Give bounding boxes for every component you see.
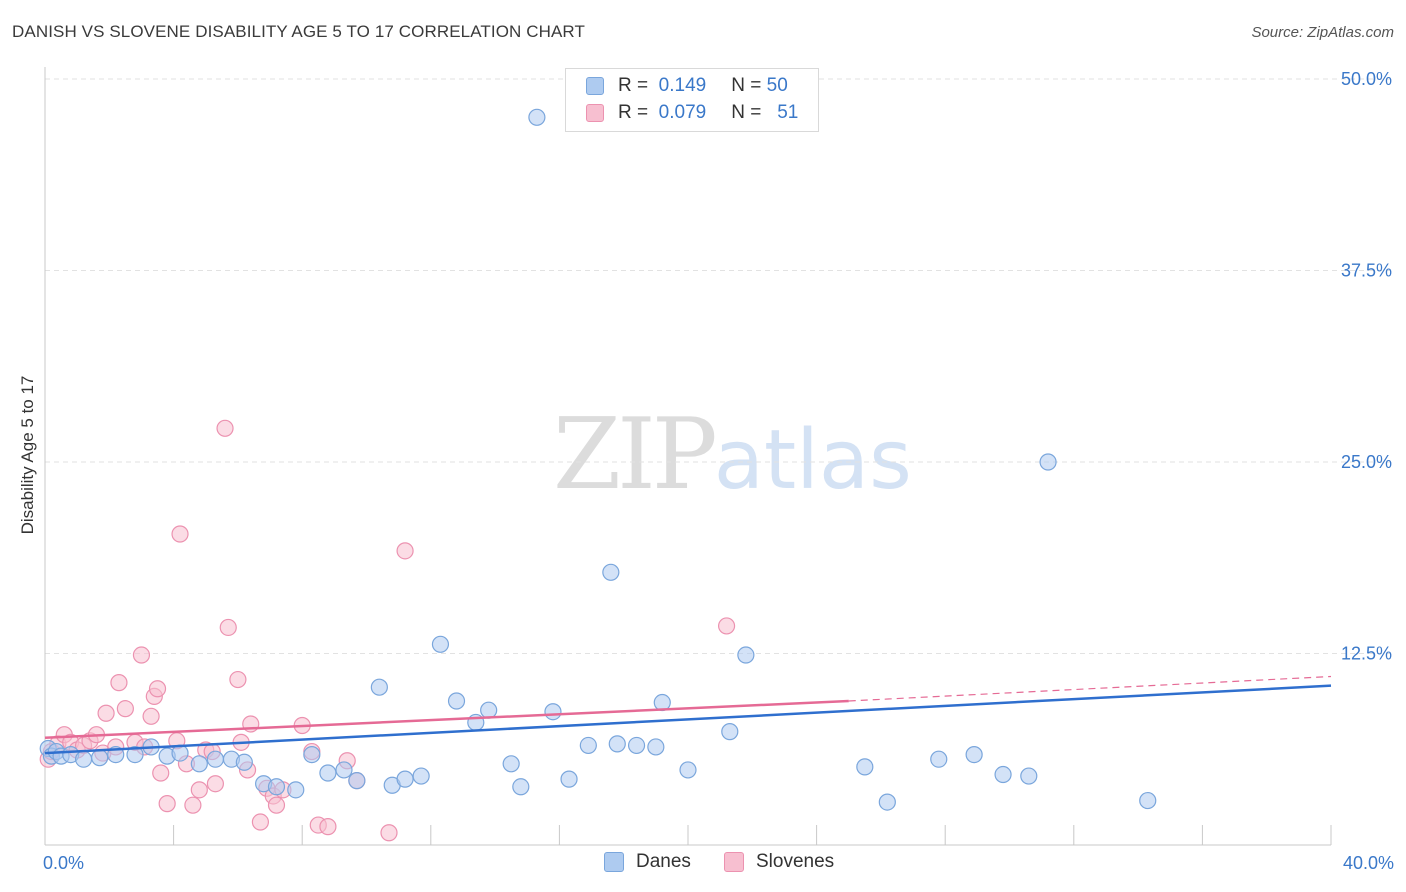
danes-point bbox=[348, 772, 366, 790]
danes-point bbox=[544, 703, 562, 721]
danes-point bbox=[447, 692, 466, 710]
slovenes-point bbox=[190, 781, 208, 799]
x-tick-label: 0.0% bbox=[43, 853, 84, 873]
danes-point bbox=[647, 738, 665, 756]
danes-point bbox=[965, 746, 983, 764]
slovenes-point bbox=[116, 700, 134, 718]
danes-point bbox=[431, 635, 450, 653]
danes-r-value: 0.149 bbox=[658, 75, 707, 96]
danes-point bbox=[206, 750, 224, 768]
danes-point bbox=[396, 770, 414, 788]
danes-point bbox=[608, 735, 626, 753]
danes-point bbox=[412, 767, 430, 785]
slovenes-point bbox=[110, 674, 128, 692]
slovenes-point bbox=[142, 707, 160, 725]
slovenes-point bbox=[152, 764, 170, 782]
danes-point bbox=[878, 793, 896, 811]
danes-point bbox=[91, 749, 109, 767]
danes-point bbox=[319, 764, 337, 782]
danes-point bbox=[679, 761, 697, 779]
danes-point bbox=[737, 646, 755, 664]
danes-point bbox=[235, 753, 253, 771]
watermark-atlas: atlas bbox=[713, 413, 912, 508]
danes-point bbox=[602, 563, 620, 581]
slovenes-point bbox=[717, 617, 736, 635]
slovenes-point bbox=[148, 680, 167, 698]
slovenes-n-value: 51 bbox=[777, 102, 799, 123]
slovenes-point bbox=[97, 704, 115, 722]
slovenes-point bbox=[319, 818, 337, 836]
bottom-legend-slovenes: Slovenes bbox=[724, 851, 834, 873]
danes-point bbox=[126, 746, 144, 764]
bottom-slovenes-swatch bbox=[724, 852, 744, 872]
slovenes-trend-line-dashed bbox=[848, 675, 1332, 702]
bottom-danes-swatch bbox=[604, 852, 624, 872]
danes-point bbox=[1139, 791, 1157, 810]
slovenes-point bbox=[171, 525, 189, 543]
watermark: ZIPatlas bbox=[553, 398, 912, 512]
slovenes-point bbox=[380, 824, 398, 842]
bottom-legend-danes: Danes bbox=[604, 851, 691, 873]
danes-point bbox=[502, 755, 520, 773]
watermark-zip: ZIP bbox=[553, 398, 718, 512]
danes-point bbox=[1020, 767, 1038, 785]
danes-r-label: R = bbox=[618, 75, 649, 96]
y-axis-label: Disability Age 5 to 17 bbox=[18, 376, 37, 535]
stats-legend: R = 0.149 N = 50 R = 0.079 N = 51 bbox=[565, 68, 819, 132]
slovenes-point bbox=[229, 670, 247, 689]
danes-point bbox=[267, 778, 286, 796]
bottom-slovenes-label: Slovenes bbox=[756, 851, 835, 872]
legend-row-danes: R = 0.149 N = 50 bbox=[586, 74, 788, 98]
danes-point bbox=[480, 701, 498, 719]
danes-point bbox=[303, 746, 321, 764]
slovenes-point bbox=[251, 813, 270, 831]
danes-point bbox=[370, 678, 388, 696]
danes-point bbox=[627, 736, 646, 755]
y-tick-label: 12.5% bbox=[1341, 644, 1392, 664]
slovenes-point bbox=[396, 542, 414, 560]
slovenes-r-label: R = bbox=[618, 102, 649, 123]
danes-point bbox=[579, 736, 597, 755]
danes-n-label: N = bbox=[731, 75, 762, 96]
slovenes-trend-line bbox=[44, 699, 849, 740]
slovenes-point bbox=[132, 646, 151, 664]
danes-point bbox=[287, 781, 305, 799]
slovenes-point bbox=[184, 796, 202, 814]
danes-trend-line bbox=[44, 684, 1332, 755]
danes-n-value: 50 bbox=[766, 75, 788, 96]
danes-point bbox=[190, 755, 208, 773]
slovenes-point bbox=[267, 796, 286, 814]
y-tick-label: 37.5% bbox=[1341, 261, 1392, 281]
slovenes-r-value: 0.079 bbox=[658, 102, 707, 123]
x-tick-label: 40.0% bbox=[1343, 853, 1394, 873]
danes-point bbox=[335, 761, 353, 779]
chart-title: DANISH VS SLOVENE DISABILITY AGE 5 TO 17… bbox=[12, 22, 585, 41]
danes-point bbox=[930, 750, 948, 768]
bottom-danes-label: Danes bbox=[636, 851, 691, 872]
danes-point bbox=[560, 770, 578, 788]
slovenes-point bbox=[206, 775, 224, 793]
y-tick-label: 50.0% bbox=[1341, 69, 1392, 89]
danes-point bbox=[74, 750, 93, 768]
danes-point bbox=[856, 758, 874, 776]
source-label: Source: ZipAtlas.com bbox=[1251, 24, 1394, 41]
danes-point bbox=[528, 108, 546, 126]
danes-point bbox=[721, 723, 739, 741]
danes-point bbox=[994, 765, 1012, 784]
danes-point bbox=[512, 778, 530, 796]
slovenes-point bbox=[158, 795, 176, 813]
danes-point bbox=[1039, 453, 1057, 471]
slovenes-n-label: N = bbox=[731, 102, 762, 123]
y-tick-label: 25.0% bbox=[1341, 452, 1392, 472]
legend-row-slovenes: R = 0.079 N = 51 bbox=[586, 101, 798, 125]
bottom-legend: Danes Slovenes bbox=[0, 851, 1406, 877]
slovenes-point bbox=[219, 618, 237, 637]
slovenes-swatch bbox=[586, 104, 604, 122]
danes-swatch bbox=[586, 77, 604, 95]
slovenes-point bbox=[216, 419, 234, 437]
